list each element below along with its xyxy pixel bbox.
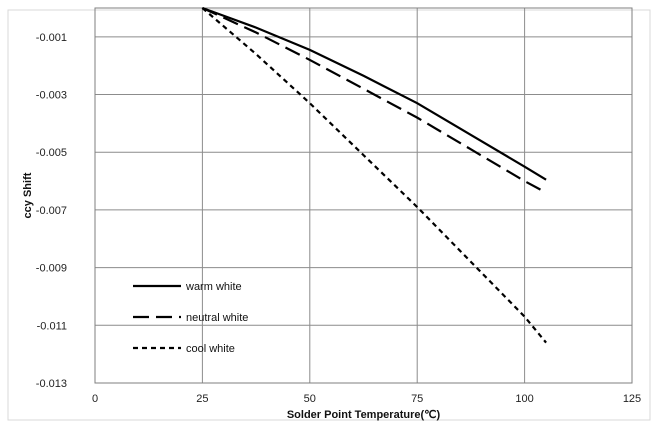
y-tick-label: -0.003: [36, 90, 67, 102]
legend-label: warm white: [185, 281, 242, 293]
plot-area: [94, 7, 633, 384]
y-tick-label: -0.013: [36, 378, 67, 390]
series-layer: [201, 6, 547, 344]
x-axis-ticks: 0 25 50 75 100 125: [92, 393, 641, 405]
x-tick-label: 125: [623, 393, 641, 405]
y-tick-label: -0.011: [37, 320, 67, 332]
series-line-warm-white: [202, 6, 547, 181]
y-tick-label: -0.007: [36, 205, 67, 217]
chart-frame: [7, 9, 651, 421]
legend-label: cool white: [186, 343, 235, 355]
gridlines: [95, 8, 632, 383]
legend-label: neutral white: [186, 312, 248, 324]
x-tick-label: 50: [304, 393, 316, 405]
y-tick-label: -0.009: [36, 263, 67, 275]
x-tick-label: 100: [515, 393, 533, 405]
y-axis-ticks: -0.001 -0.003 -0.005 -0.007 -0.009 -0.011 -0.0…: [36, 32, 67, 390]
y-axis-title: ccy Shift: [22, 172, 34, 218]
x-tick-label: 0: [92, 393, 98, 405]
y-tick-label: -0.001: [36, 32, 67, 44]
legend: warm white neutral white cool white: [133, 281, 248, 355]
x-tick-label: 25: [196, 393, 208, 405]
x-axis-title: Solder Point Temperature(℃): [287, 409, 441, 421]
y-tick-label: -0.005: [36, 147, 67, 159]
x-tick-label: 75: [411, 393, 423, 405]
series-line-cool-white: [201, 7, 547, 344]
series-line-neutral-white: [201, 6, 547, 194]
